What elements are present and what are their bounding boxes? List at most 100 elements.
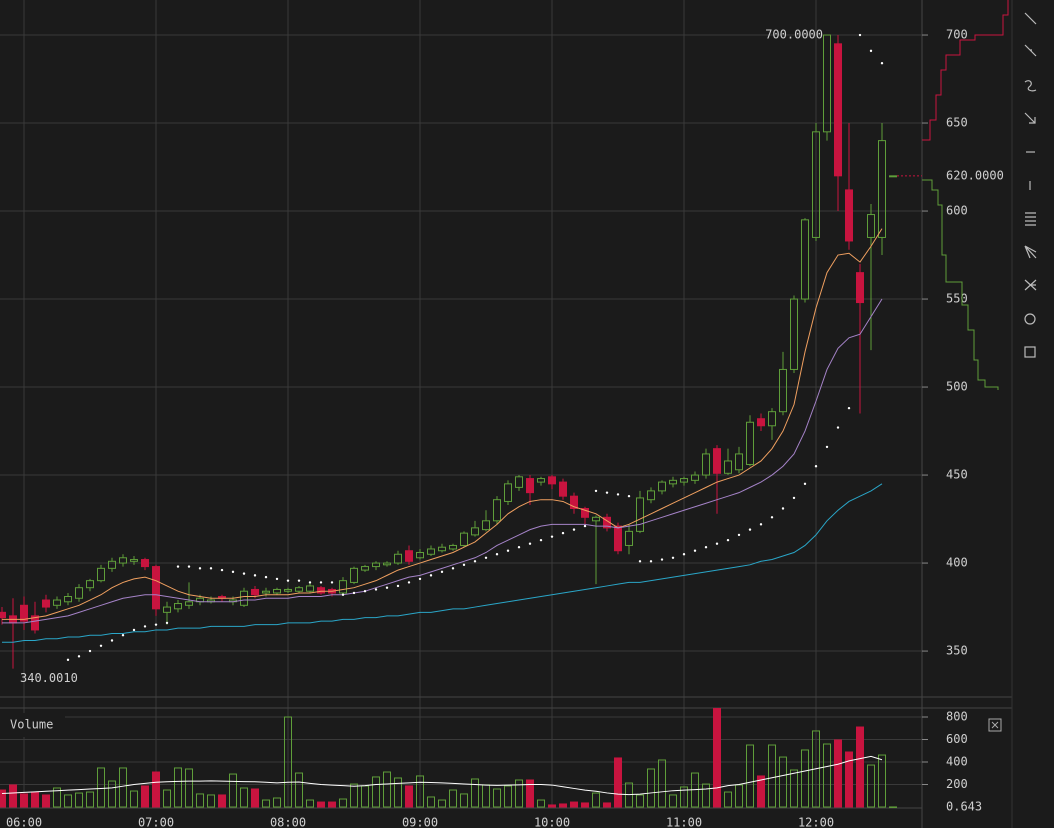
volume-bar <box>416 775 424 808</box>
volume-bar <box>31 791 39 808</box>
volume-bar <box>680 786 688 808</box>
last-price-label: 620.0000 <box>946 168 1004 182</box>
candle-body <box>0 611 6 619</box>
sar-dot <box>847 406 851 410</box>
candle-body <box>493 499 501 522</box>
candle-body <box>581 507 589 518</box>
volume-bar <box>108 780 116 808</box>
candle-body <box>834 43 842 177</box>
sar-dot <box>451 567 455 570</box>
candle-body <box>702 453 710 476</box>
candle-body <box>482 520 490 531</box>
candle-body <box>163 606 171 613</box>
volume-bar <box>185 768 193 808</box>
sar-dot <box>704 546 708 549</box>
toolbar <box>1024 12 1037 358</box>
volume-bar <box>614 757 622 808</box>
sar-dot <box>473 560 477 563</box>
candle-body <box>119 557 127 564</box>
volume-bar <box>328 801 336 808</box>
sar-dot <box>693 549 697 552</box>
candle-body <box>130 559 138 562</box>
sar-dot <box>297 579 301 582</box>
x-tick-label: 10:00 <box>534 816 570 828</box>
sar-dot <box>88 649 92 653</box>
volume-bar <box>537 799 545 808</box>
candle-body <box>273 588 281 594</box>
x-tick-label: 07:00 <box>138 816 174 828</box>
sar-dot <box>66 658 70 662</box>
volume-bar <box>801 749 809 808</box>
tool-rect[interactable] <box>1024 346 1036 358</box>
volume-bar <box>427 796 435 808</box>
tool-line[interactable] <box>1024 12 1037 25</box>
candle-body <box>878 140 886 238</box>
candle-body <box>108 560 116 569</box>
volume-bar <box>262 799 270 808</box>
candle-body <box>53 599 61 606</box>
candle-body <box>460 532 468 546</box>
y-tick-label: 400 <box>946 556 968 570</box>
volume-tick-label: 400 <box>946 755 968 769</box>
tool-circle[interactable] <box>1024 313 1036 325</box>
tool-arrow[interactable] <box>1024 112 1036 124</box>
volume-bar <box>438 799 446 808</box>
candle-body <box>592 516 600 522</box>
moving-average <box>2 298 883 624</box>
volume-bar <box>273 797 281 808</box>
volume-bar <box>647 768 655 808</box>
sar-dot <box>616 493 620 496</box>
volume-bar <box>141 785 149 808</box>
volume-bar <box>207 794 215 808</box>
sar-dot <box>231 570 235 574</box>
tool-ray[interactable] <box>1024 44 1037 57</box>
volume-bar <box>559 803 567 808</box>
sar-dot <box>814 465 818 468</box>
candle-body <box>856 272 864 304</box>
candle-body <box>383 562 391 566</box>
candle-body <box>669 479 677 485</box>
sar-dot <box>715 542 719 545</box>
volume-plot <box>0 708 897 808</box>
sar-dot <box>176 565 180 568</box>
candle-body <box>97 567 105 582</box>
volume-bar <box>20 793 28 808</box>
sar-dot <box>671 556 675 559</box>
sar-dot <box>660 558 664 561</box>
x-tick-label: 12:00 <box>798 816 834 828</box>
sar-dot <box>759 523 763 526</box>
sar-dot <box>374 588 378 591</box>
sar-dot <box>627 494 631 498</box>
sar-dot <box>121 634 125 637</box>
candle-body <box>284 588 292 592</box>
candle-body <box>867 214 875 238</box>
volume-bar <box>878 754 886 808</box>
sar-dot <box>539 538 543 542</box>
volume-bar <box>350 783 358 808</box>
sar-dot <box>770 516 774 519</box>
volume-bar <box>295 772 303 808</box>
volume-bar <box>856 726 864 808</box>
tool-gann[interactable] <box>1024 279 1037 291</box>
volume-bar <box>449 789 457 808</box>
tool-fan[interactable] <box>1024 245 1037 259</box>
sar-dot <box>99 644 103 647</box>
sar-dot <box>418 577 422 581</box>
volume-bar <box>768 744 776 808</box>
sar-dot <box>561 531 565 535</box>
sar-dot <box>220 568 224 572</box>
sar-dot <box>440 570 444 574</box>
candle-body <box>526 478 534 494</box>
tool-curve[interactable] <box>1024 80 1037 92</box>
close-button[interactable] <box>988 718 1002 732</box>
sar-dot <box>484 556 488 559</box>
volume-bar <box>867 764 875 808</box>
x-tick-label: 09:00 <box>402 816 438 828</box>
volume-bar <box>471 778 479 808</box>
volume-last-label: 0.643 <box>946 799 982 813</box>
volume-bar <box>625 782 633 808</box>
moving-average <box>2 483 883 643</box>
tool-fib[interactable] <box>1025 212 1036 226</box>
volume-bar <box>724 791 732 808</box>
sar-dot <box>605 491 609 494</box>
